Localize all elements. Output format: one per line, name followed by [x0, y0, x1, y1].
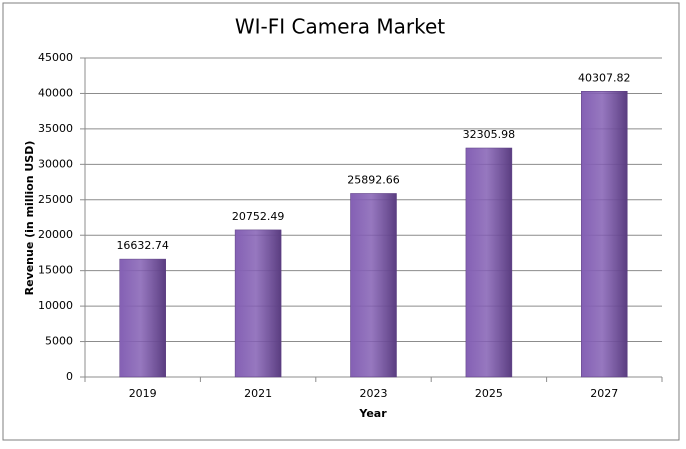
- value-label: 16632.74: [116, 239, 169, 252]
- bar: [465, 147, 513, 378]
- bar: [350, 193, 397, 378]
- y-tick-label: 35000: [38, 122, 73, 135]
- y-tick-label: 10000: [38, 299, 73, 312]
- y-tick-label: 30000: [38, 157, 73, 170]
- bar: [119, 258, 166, 378]
- x-tick-label: 2021: [244, 387, 272, 400]
- y-tick-label: 40000: [38, 86, 73, 99]
- y-tick-label: 15000: [38, 264, 73, 277]
- x-tick-label: 2027: [590, 387, 618, 400]
- y-tick-label: 0: [66, 370, 73, 383]
- x-tick-label: 2023: [360, 387, 388, 400]
- y-axis-title: Revenue (in million USD): [23, 141, 36, 296]
- x-tick-label: 2025: [475, 387, 503, 400]
- y-tick-label: 25000: [38, 193, 73, 206]
- value-label: 20752.49: [232, 210, 285, 223]
- y-tick-label: 20000: [38, 228, 73, 241]
- x-axis-title: Year: [358, 407, 387, 420]
- value-label: 25892.66: [347, 173, 400, 186]
- bar: [234, 229, 282, 378]
- y-tick-label: 45000: [38, 51, 73, 64]
- value-label: 40307.82: [578, 71, 631, 84]
- chart-title: WI-FI Camera Market: [235, 15, 445, 39]
- x-tick-label: 2019: [129, 387, 157, 400]
- bar: [581, 91, 628, 378]
- chart-frame: [2, 2, 680, 441]
- value-label: 32305.98: [463, 128, 516, 141]
- y-tick-label: 5000: [45, 335, 73, 348]
